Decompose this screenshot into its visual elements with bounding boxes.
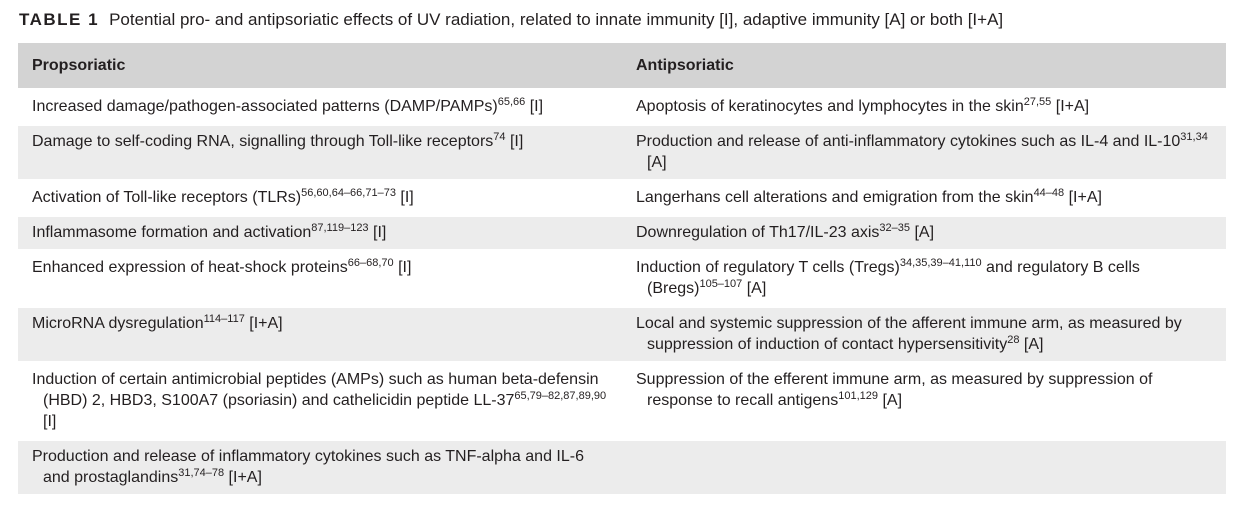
effect-text: Langerhans cell alterations and emigrati… [636, 189, 1034, 206]
effect-text: Production and release of inflammatory c… [32, 448, 584, 486]
table-row: Enhanced expression of heat-shock protei… [18, 249, 1226, 305]
immunity-tag: [I] [395, 189, 414, 206]
reference-superscript: 34,35,39–41,110 [899, 257, 982, 269]
reference-superscript: 56,60,64–66,71–73 [301, 187, 396, 199]
immunity-tag: [I] [525, 98, 544, 115]
effect-text: Inflammasome formation and activation [32, 224, 312, 241]
immunity-tag: [A] [1019, 336, 1044, 353]
reference-superscript: 101,129 [838, 390, 878, 402]
effect-text: Enhanced expression of heat-shock protei… [32, 259, 348, 276]
table-row: MicroRNA dysregulation114–117 [I+A] Local… [18, 305, 1226, 361]
cell-text: Apoptosis of keratinocytes and lymphocyt… [636, 96, 1212, 117]
table-row: Induction of certain antimicrobial pepti… [18, 361, 1226, 438]
cell-text: Downregulation of Th17/IL-23 axis32–35 [… [636, 222, 1212, 243]
reference-superscript: 114–117 [203, 313, 245, 325]
propsoriatic-cell: Enhanced expression of heat-shock protei… [18, 249, 622, 305]
effect-text-continued: and regulatory B cells (Bregs) [647, 259, 1140, 297]
reference-superscript: 31,74–78 [178, 467, 225, 479]
table-row: Increased damage/pathogen-associated pat… [18, 88, 1226, 123]
table-label: TABLE 1 [19, 10, 100, 29]
immunity-tag: [I+A] [244, 315, 283, 332]
column-header-antipsoriatic: Antipsoriatic [622, 43, 1226, 88]
antipsoriatic-cell: Induction of regulatory T cells (Tregs)3… [622, 249, 1226, 305]
antipsoriatic-cell: Langerhans cell alterations and emigrati… [622, 179, 1226, 214]
table-row: Damage to self-coding RNA, signalling th… [18, 123, 1226, 179]
reference-superscript: 27,55 [1023, 96, 1052, 108]
cell-text: Production and release of anti-inflammat… [636, 131, 1212, 173]
cell-text: Enhanced expression of heat-shock protei… [32, 257, 608, 278]
cell-text: Increased damage/pathogen-associated pat… [32, 96, 608, 117]
cell-text: Production and release of inflammatory c… [32, 446, 608, 488]
cell-text: MicroRNA dysregulation114–117 [I+A] [32, 313, 608, 334]
propsoriatic-cell: Induction of certain antimicrobial pepti… [18, 361, 622, 438]
antipsoriatic-cell [622, 438, 1226, 494]
immunity-tag: [I] [43, 413, 57, 430]
immunity-tag: [A] [742, 280, 767, 297]
table-row: Production and release of inflammatory c… [18, 438, 1226, 494]
effect-text: Local and systemic suppression of the af… [636, 315, 1182, 353]
propsoriatic-cell: Activation of Toll-like receptors (TLRs)… [18, 179, 622, 214]
antipsoriatic-cell: Apoptosis of keratinocytes and lymphocyt… [622, 88, 1226, 123]
immunity-tag: [A] [878, 392, 903, 409]
effect-text: MicroRNA dysregulation [32, 315, 204, 332]
effect-text: Increased damage/pathogen-associated pat… [32, 98, 498, 115]
cell-text: Langerhans cell alterations and emigrati… [636, 187, 1212, 208]
propsoriatic-cell: Damage to self-coding RNA, signalling th… [18, 123, 622, 179]
reference-superscript: 28 [1007, 334, 1020, 346]
cell-text: Activation of Toll-like receptors (TLRs)… [32, 187, 608, 208]
propsoriatic-cell: Increased damage/pathogen-associated pat… [18, 88, 622, 123]
effect-text: Apoptosis of keratinocytes and lymphocyt… [636, 98, 1024, 115]
effect-text: Damage to self-coding RNA, signalling th… [32, 133, 494, 150]
antipsoriatic-cell: Downregulation of Th17/IL-23 axis32–35 [… [622, 214, 1226, 249]
propsoriatic-cell: Inflammasome formation and activation87,… [18, 214, 622, 249]
reference-superscript: 74 [493, 131, 506, 143]
table-row: Inflammasome formation and activation87,… [18, 214, 1226, 249]
immunity-tag: [A] [910, 224, 935, 241]
cell-text: Induction of certain antimicrobial pepti… [32, 369, 608, 432]
table-caption: TABLE 1 Potential pro- and antipsoriatic … [19, 8, 1003, 32]
immunity-tag: [I] [505, 133, 524, 150]
effect-text: Downregulation of Th17/IL-23 axis [636, 224, 880, 241]
reference-superscript: 32–35 [879, 222, 910, 234]
immunity-tag: [I+A] [1051, 98, 1090, 115]
cell-text: Inflammasome formation and activation87,… [32, 222, 608, 243]
effect-text: Induction of certain antimicrobial pepti… [32, 371, 599, 409]
cell-text: Damage to self-coding RNA, signalling th… [32, 131, 608, 152]
effects-table: Propsoriatic Antipsoriatic Increased dam… [18, 43, 1226, 494]
column-header-propsoriatic: Propsoriatic [18, 43, 622, 88]
reference-superscript: 44–48 [1033, 187, 1065, 199]
table-header-row: Propsoriatic Antipsoriatic [18, 43, 1226, 88]
reference-superscript: 87,119–123 [311, 222, 369, 234]
cell-text: Induction of regulatory T cells (Tregs)3… [636, 257, 1212, 299]
effect-text: Suppression of the efferent immune arm, … [636, 371, 1153, 409]
reference-superscript: 105–107 [699, 278, 743, 290]
immunity-tag: [I+A] [224, 469, 262, 486]
table-row: Activation of Toll-like receptors (TLRs)… [18, 179, 1226, 214]
immunity-tag: [I] [393, 259, 412, 276]
effect-text: Induction of regulatory T cells (Tregs) [636, 259, 900, 276]
antipsoriatic-cell: Suppression of the efferent immune arm, … [622, 361, 1226, 438]
effect-text: Activation of Toll-like receptors (TLRs) [32, 189, 302, 206]
immunity-tag: [I] [368, 224, 387, 241]
propsoriatic-cell: MicroRNA dysregulation114–117 [I+A] [18, 305, 622, 361]
cell-text: Local and systemic suppression of the af… [636, 313, 1212, 355]
table-body: Increased damage/pathogen-associated pat… [18, 88, 1226, 494]
table-caption-text: Potential pro- and antipsoriatic effects… [109, 10, 1004, 29]
immunity-tag: [I+A] [1064, 189, 1102, 206]
reference-superscript: 65,79–82,87,89,90 [514, 390, 607, 402]
propsoriatic-cell: Production and release of inflammatory c… [18, 438, 622, 494]
reference-superscript: 31,34 [1180, 131, 1208, 143]
antipsoriatic-cell: Local and systemic suppression of the af… [622, 305, 1226, 361]
reference-superscript: 66–68,70 [347, 257, 394, 269]
antipsoriatic-cell: Production and release of anti-inflammat… [622, 123, 1226, 179]
immunity-tag: [A] [647, 154, 667, 171]
reference-superscript: 65,66 [497, 96, 526, 108]
cell-text: Suppression of the efferent immune arm, … [636, 369, 1212, 411]
effect-text: Production and release of anti-inflammat… [636, 133, 1181, 150]
